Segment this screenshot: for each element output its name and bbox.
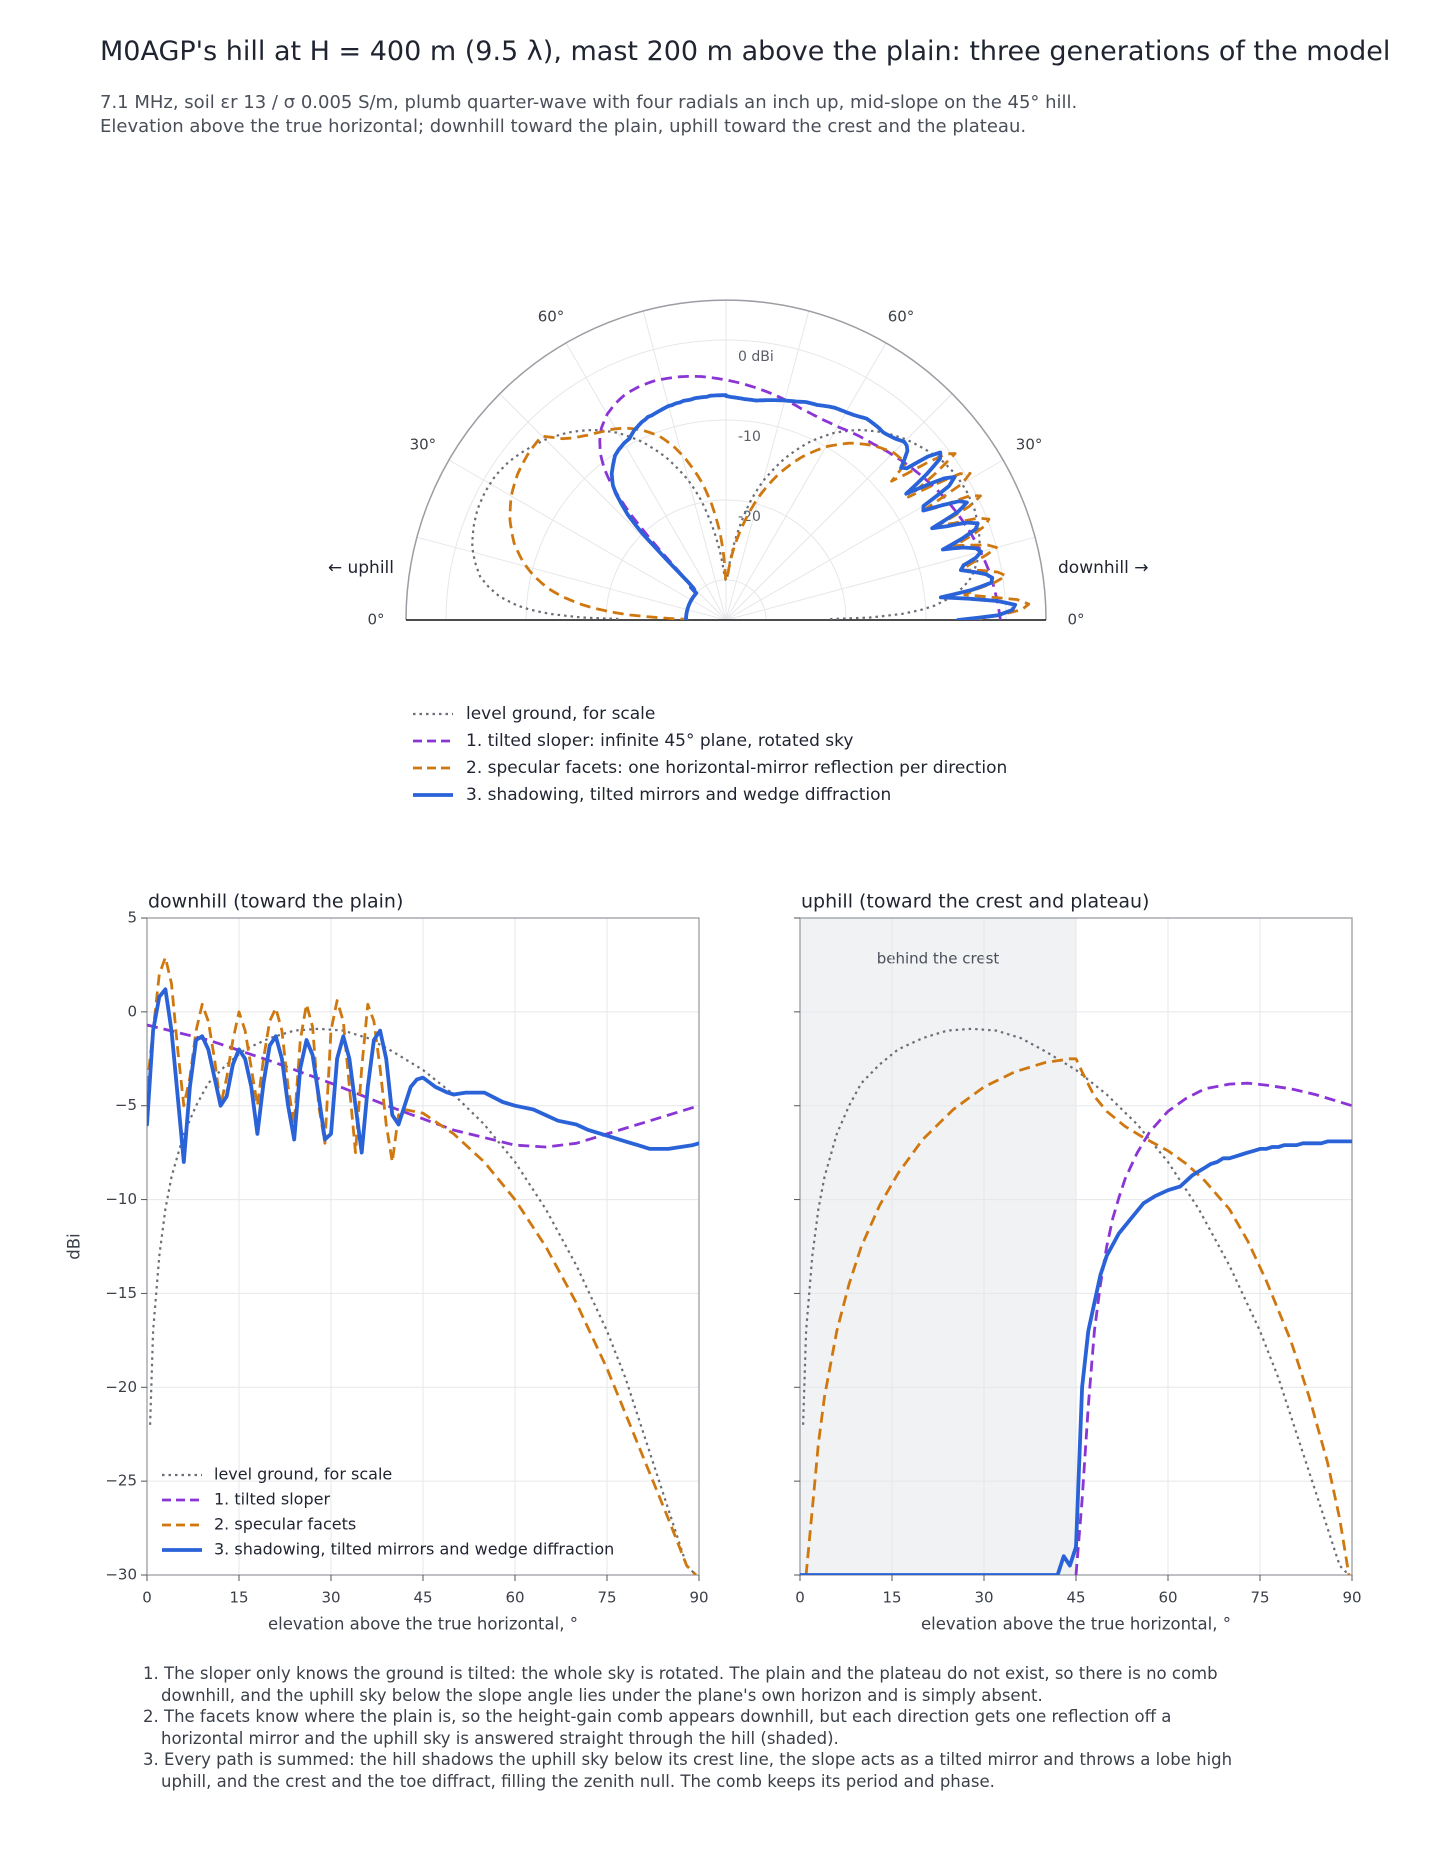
downhill-panel-legend-label-1: level ground, for scale bbox=[214, 1465, 392, 1484]
footnote-3: 3. Every path is summed: the hill shadow… bbox=[143, 1750, 1233, 1791]
footnote-2: 2. The facets know where the plain is, s… bbox=[143, 1707, 1172, 1748]
downhill-panel-xtick-label: 90 bbox=[689, 1589, 708, 1607]
polar-angle-label: 0° bbox=[1067, 611, 1084, 629]
downhill-panel-legend-label-4: 3. shadowing, tilted mirrors and wedge d… bbox=[214, 1540, 614, 1559]
polar-uphill-label: ← uphill bbox=[328, 558, 394, 578]
polar-legend-label-3: 2. specular facets: one horizontal-mirro… bbox=[466, 758, 1007, 778]
polar-legend: level ground, for scale 1. tilted sloper:… bbox=[413, 704, 1007, 805]
polar-radial-label: -20 bbox=[738, 509, 761, 525]
footnotes: 1. The sloper only knows the ground is t… bbox=[143, 1663, 1243, 1793]
polar-angle-label: 60° bbox=[538, 307, 565, 325]
downhill-panel-ytick-label: −25 bbox=[105, 1472, 137, 1490]
downhill-panel-xtick-label: 45 bbox=[413, 1589, 432, 1607]
downhill-panel-series-1 bbox=[149, 1027, 697, 1575]
subtitle-line-1: 7.1 MHz, soil εr 13 / σ 0.005 S/m, plumb… bbox=[100, 92, 1078, 113]
uphill-panel-shade-label: behind the crest bbox=[877, 950, 1000, 968]
polar-angle-label: 60° bbox=[888, 307, 915, 325]
uphill-panel-xtick-label: 90 bbox=[1342, 1589, 1361, 1607]
figure-title: M0AGP's hill at H = 400 m (9.5 λ), mast … bbox=[100, 36, 1391, 67]
polar-grid-spoke bbox=[642, 310, 727, 621]
uphill-panel-xtick-label: 0 bbox=[795, 1589, 805, 1607]
downhill-panel-ytick-label: −10 bbox=[105, 1190, 137, 1208]
footnote-1: 1. The sloper only knows the ground is t… bbox=[143, 1664, 1218, 1705]
uphill-panel: behind the crest 0 15 30 45 60 75 90 uphill (tow… bbox=[794, 891, 1362, 1634]
polar-series-4 bbox=[609, 393, 1018, 620]
polar-downhill-label: downhill → bbox=[1058, 558, 1148, 578]
downhill-panel-ytick-label: 0 bbox=[127, 1002, 137, 1020]
downhill-panel-series-3 bbox=[147, 956, 697, 1575]
polar-grid-spoke bbox=[725, 536, 1036, 621]
uphill-panel-xtick-label: 60 bbox=[1158, 1589, 1177, 1607]
downhill-panel-ytick-label: −5 bbox=[115, 1096, 137, 1114]
uphill-panel-series-4 bbox=[800, 1139, 1352, 1575]
polar-outer-arc bbox=[405, 299, 1047, 621]
downhill-panel-xtick-label: 75 bbox=[597, 1589, 616, 1607]
polar-grid-spoke bbox=[725, 393, 953, 621]
uphill-panel-series-2 bbox=[1074, 1081, 1352, 1575]
downhill-panel-ylabel: dBi bbox=[65, 1233, 84, 1259]
polar-angle-label: 30° bbox=[410, 436, 437, 454]
downhill-panel-xtick-label: 60 bbox=[505, 1589, 524, 1607]
downhill-panel-legend-label-2: 1. tilted sloper bbox=[214, 1490, 330, 1509]
uphill-panel-series bbox=[800, 1027, 1352, 1575]
uphill-panel-xtick-label: 45 bbox=[1066, 1589, 1085, 1607]
uphill-panel-title: uphill (toward the crest and plateau) bbox=[801, 891, 1149, 913]
downhill-panel-ytick-label: −30 bbox=[105, 1566, 137, 1584]
polar-series-3 bbox=[508, 426, 1031, 620]
uphill-panel-shaded-region bbox=[800, 918, 1076, 1575]
downhill-panel-ytick-label: −15 bbox=[105, 1284, 137, 1302]
polar-legend-label-1: level ground, for scale bbox=[466, 704, 655, 724]
uphill-panel-xtick-label: 30 bbox=[974, 1589, 993, 1607]
uphill-panel-xtick-label: 75 bbox=[1250, 1589, 1269, 1607]
downhill-panel-xlabel: elevation above the true horizontal, ° bbox=[268, 1615, 578, 1634]
downhill-panel-series-4 bbox=[147, 987, 699, 1164]
downhill-panel-series bbox=[147, 956, 699, 1575]
downhill-panel-ytick-label: 5 bbox=[127, 909, 137, 927]
polar-radial-label: -10 bbox=[738, 429, 761, 445]
polar-grid-spoke bbox=[725, 342, 887, 621]
polar-grid-spoke bbox=[448, 459, 727, 621]
downhill-panel-xtick-label: 15 bbox=[229, 1589, 248, 1607]
polar-angle-label: 30° bbox=[1016, 436, 1043, 454]
polar-series-1 bbox=[471, 428, 981, 620]
polar-grid-spoke bbox=[565, 342, 727, 621]
polar-grid-spoke bbox=[416, 536, 727, 621]
downhill-panel-legend-label-3: 2. specular facets bbox=[214, 1515, 356, 1534]
uphill-panel-xtick-label: 15 bbox=[882, 1589, 901, 1607]
downhill-panel-series-2 bbox=[147, 1023, 699, 1149]
polar-radial-label: 0 dBi bbox=[738, 349, 774, 365]
polar-angle-label: 0° bbox=[367, 611, 384, 629]
uphill-panel-series-1 bbox=[802, 1027, 1350, 1575]
polar-series bbox=[471, 375, 1031, 620]
downhill-panel-title: downhill (toward the plain) bbox=[148, 891, 403, 913]
uphill-panel-series-3 bbox=[804, 1057, 1351, 1575]
polar-plot: 0 dBi -10 -20 0° 0° 30° 30° 60° 60° ← uphill downh… bbox=[328, 299, 1148, 629]
subtitle-line-2: Elevation above the true horizontal; dow… bbox=[100, 116, 1027, 137]
polar-legend-label-4: 3. shadowing, tilted mirrors and wedge d… bbox=[466, 785, 891, 805]
uphill-panel-xlabel: elevation above the true horizontal, ° bbox=[921, 1615, 1231, 1634]
polar-legend-label-2: 1. tilted sloper: infinite 45° plane, ro… bbox=[466, 731, 853, 751]
downhill-panel-ytick-label: −20 bbox=[105, 1378, 137, 1396]
polar-grid-spoke bbox=[725, 310, 810, 621]
downhill-panel-xtick-label: 0 bbox=[142, 1589, 152, 1607]
downhill-panel: 0 15 30 45 60 75 90 5 0 −5 −10 −15 −20 −25 −30 downhill… bbox=[65, 891, 709, 1634]
downhill-panel-xtick-label: 30 bbox=[321, 1589, 340, 1607]
